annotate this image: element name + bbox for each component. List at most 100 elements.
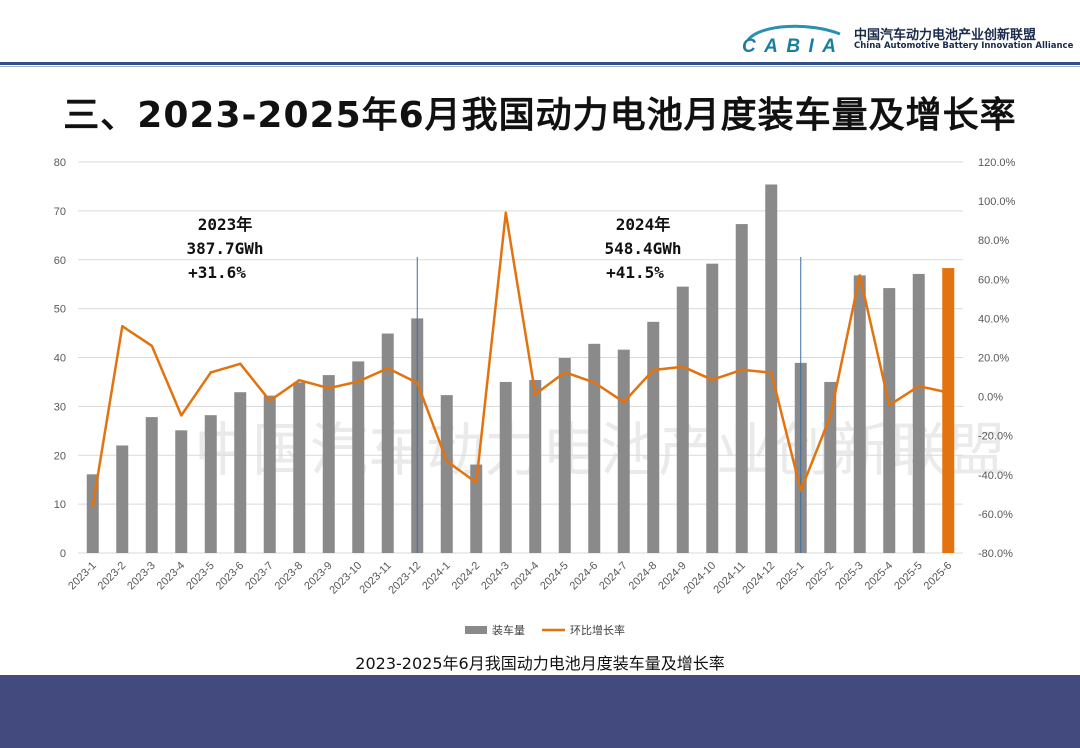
x-tick-label: 2023-6 xyxy=(214,560,247,593)
chart: 中国汽车动力电池产业创新联盟01020304050607080-80.0%-60… xyxy=(54,157,1016,637)
y2-tick-label: 80.0% xyxy=(978,235,1009,247)
x-tick-label: 2023-4 xyxy=(155,560,188,593)
bar xyxy=(588,343,601,553)
bar xyxy=(381,333,394,553)
y2-tick-label: 100.0% xyxy=(978,196,1016,208)
bar xyxy=(676,286,689,553)
bar xyxy=(558,357,571,553)
header-divider xyxy=(0,62,1080,65)
bar xyxy=(647,321,660,553)
bar xyxy=(853,275,866,553)
bar xyxy=(470,464,483,553)
annotation-text: +31.6% xyxy=(188,263,246,282)
x-tick-label: 2025-4 xyxy=(863,560,896,593)
x-tick-label: 2024-1 xyxy=(420,560,453,593)
x-tick-label: 2024-3 xyxy=(479,560,512,593)
x-tick-label: 2024-6 xyxy=(568,560,601,593)
line-point xyxy=(711,378,714,381)
y2-tick-label: 60.0% xyxy=(978,274,1009,286)
line-point xyxy=(475,481,478,484)
x-tick-label: 2025-6 xyxy=(922,560,955,593)
legend-bar-swatch xyxy=(465,626,487,634)
annotation-text: 2024年 xyxy=(616,215,671,234)
y2-tick-label: -80.0% xyxy=(978,548,1013,560)
bar xyxy=(263,395,276,553)
x-tick-label: 2024-8 xyxy=(627,560,660,593)
line-point xyxy=(681,365,684,368)
bar xyxy=(824,381,837,553)
line-point xyxy=(416,381,419,385)
org-name-en: China Automotive Battery Innovation Alli… xyxy=(854,41,1074,51)
growth-line xyxy=(91,211,949,507)
line-point xyxy=(917,385,920,388)
line-point xyxy=(829,415,832,418)
annotation-text: 387.7GWh xyxy=(186,239,263,258)
chart-caption: 2023-2025年6月我国动力电池月度装车量及增长率 xyxy=(355,654,725,673)
bar xyxy=(440,395,453,553)
bar xyxy=(883,288,896,553)
bar xyxy=(116,445,129,553)
x-tick-label: 2023-1 xyxy=(66,560,99,593)
bar xyxy=(322,375,335,553)
x-tick-label: 2024-5 xyxy=(538,560,571,593)
x-tick-label: 2023-12 xyxy=(386,560,423,597)
y2-tick-label: -60.0% xyxy=(978,509,1013,521)
line-point xyxy=(180,414,183,417)
x-tick-label: 2023-8 xyxy=(273,560,306,593)
y2-tick-label: -20.0% xyxy=(978,431,1013,443)
y2-tick-label: 120.0% xyxy=(978,157,1016,169)
header-divider-thin xyxy=(0,66,1080,67)
x-tick-label: 2025-1 xyxy=(774,560,807,593)
x-tick-label: 2025-3 xyxy=(833,560,866,593)
line-point xyxy=(239,362,242,365)
bar xyxy=(617,349,630,553)
y-tick-label: 0 xyxy=(60,548,66,560)
line-point xyxy=(268,399,271,402)
legend-bar-label: 装车量 xyxy=(492,623,525,637)
bar xyxy=(204,415,217,553)
annotation-text: 2023年 xyxy=(198,215,253,234)
slide-title: 三、2023-2025年6月我国动力电池月度装车量及增长率 xyxy=(63,95,1017,136)
x-tick-label: 2025-2 xyxy=(804,560,837,593)
line-point xyxy=(298,378,301,382)
y-tick-label: 60 xyxy=(54,255,66,267)
line-point xyxy=(563,370,566,374)
bar xyxy=(175,430,188,553)
bar xyxy=(912,273,925,553)
bar xyxy=(352,361,365,553)
annotation-text: 548.4GWh xyxy=(604,239,681,258)
line-point xyxy=(534,393,537,396)
y2-tick-label: -40.0% xyxy=(978,470,1013,482)
footer-band xyxy=(0,675,1080,748)
bar xyxy=(942,268,955,553)
bar xyxy=(293,382,306,553)
y-tick-label: 80 xyxy=(54,157,66,169)
line-point xyxy=(386,367,389,370)
line-point xyxy=(209,371,212,374)
y-tick-label: 50 xyxy=(54,304,66,316)
line-point xyxy=(770,371,773,374)
bar xyxy=(145,417,158,553)
y-tick-label: 30 xyxy=(54,401,66,413)
x-tick-label: 2023-3 xyxy=(125,560,158,593)
line-point xyxy=(858,274,861,277)
bar xyxy=(234,392,247,553)
y-tick-label: 10 xyxy=(54,499,66,511)
line-point xyxy=(357,380,360,383)
org-name-cn: 中国汽车动力电池产业创新联盟 xyxy=(854,28,1037,43)
line-point xyxy=(593,381,596,384)
y2-tick-label: 20.0% xyxy=(978,353,1009,365)
y-tick-label: 20 xyxy=(54,450,66,462)
x-tick-label: 2023-7 xyxy=(243,560,276,593)
bar xyxy=(765,184,778,554)
line-point xyxy=(91,504,94,508)
line-point xyxy=(947,391,950,394)
line-point xyxy=(652,368,655,372)
x-tick-label: 2023-5 xyxy=(184,560,217,593)
y2-tick-label: 40.0% xyxy=(978,313,1009,325)
legend-line-label: 环比增长率 xyxy=(570,623,625,637)
logo-wordmark: CABIA xyxy=(742,36,836,56)
bar xyxy=(529,379,542,553)
y2-tick-label: 0.0% xyxy=(978,392,1003,404)
x-tick-label: 2023-10 xyxy=(327,560,364,597)
